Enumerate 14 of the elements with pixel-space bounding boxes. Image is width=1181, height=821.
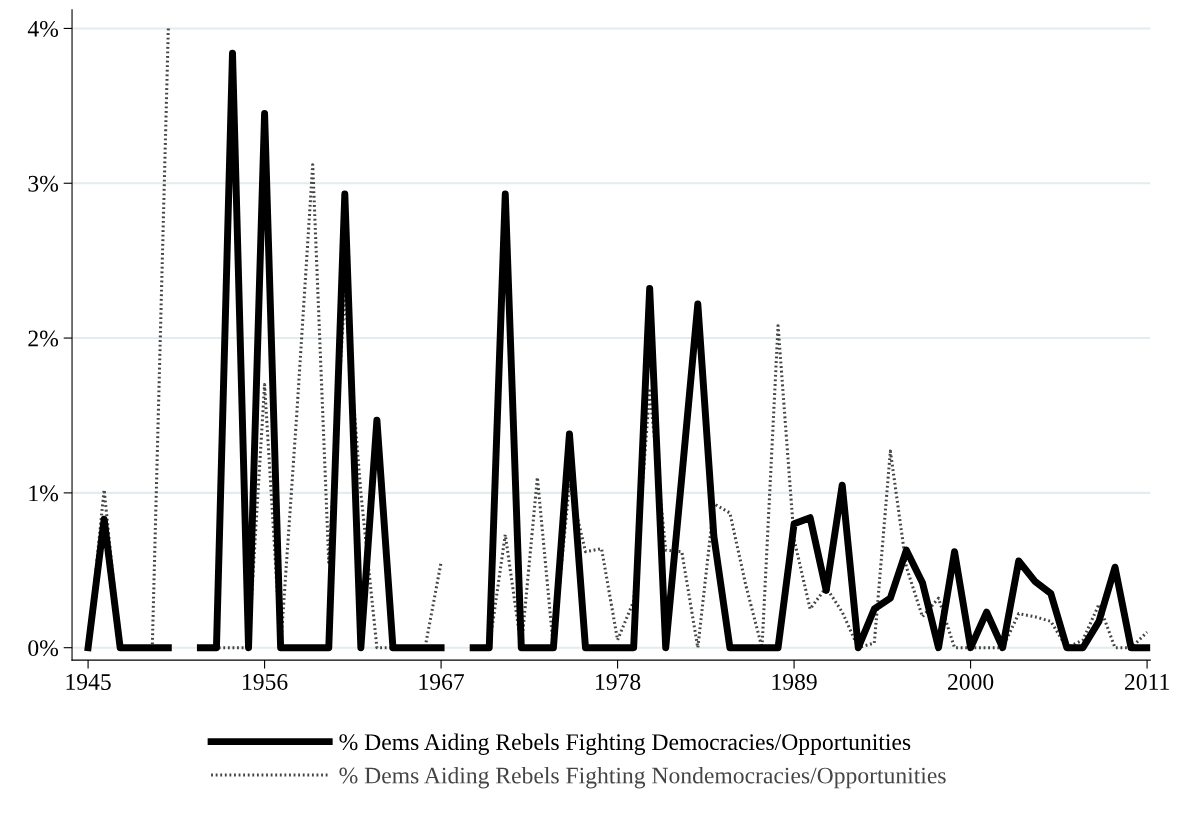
y-tick-label: 3% (28, 175, 59, 192)
x-tick-label: 1945 (66, 674, 111, 690)
x-tick-label: 1989 (772, 673, 817, 690)
text: % Dems Aiding Rebels Fighting Nondemocracies/Opportunities (339, 766, 946, 789)
x-tick-label: 1967 (419, 674, 465, 690)
y-tick-label: 1% (29, 485, 59, 502)
x-tick-label: 2011 (1124, 673, 1169, 690)
y-tick-label: 0% (28, 640, 59, 657)
text: % Dems Aiding Rebels Fighting Democracies/Opportunities (339, 733, 911, 755)
x-tick-label: 1956 (243, 674, 288, 690)
x-tick-label: 2000 (948, 673, 994, 690)
y-tick-label: 4% (27, 20, 59, 37)
y-tick-label: 2% (28, 330, 59, 347)
x-tick-label: 1978 (596, 673, 641, 690)
